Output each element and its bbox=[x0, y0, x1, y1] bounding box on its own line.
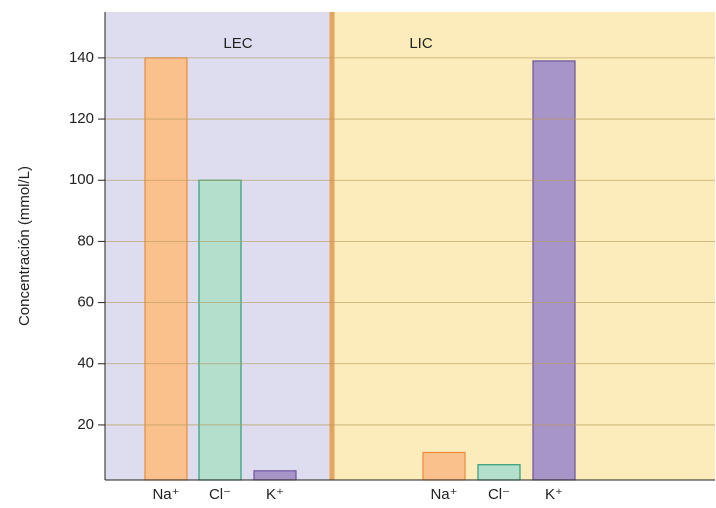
bar bbox=[422, 451, 466, 481]
bar bbox=[532, 60, 576, 481]
x-tick-label: Cl⁻ bbox=[488, 486, 510, 503]
x-tick-label: Na⁺ bbox=[152, 486, 179, 503]
bar bbox=[198, 179, 242, 481]
bar bbox=[477, 464, 521, 481]
panel-background bbox=[332, 12, 715, 480]
panel-label: LEC bbox=[223, 35, 252, 52]
x-tick-label: Na⁺ bbox=[430, 486, 457, 503]
panel-label: LIC bbox=[409, 35, 433, 52]
y-tick-label: 20 bbox=[77, 416, 94, 433]
y-tick-label: 40 bbox=[77, 355, 94, 372]
y-tick-label: 60 bbox=[77, 294, 94, 311]
y-tick-label: 120 bbox=[69, 110, 94, 127]
bar bbox=[144, 57, 188, 481]
y-tick-label: 100 bbox=[69, 171, 94, 188]
y-tick-label: 80 bbox=[77, 232, 94, 249]
x-tick-label: Cl⁻ bbox=[209, 486, 231, 503]
x-tick-label: K⁺ bbox=[545, 486, 563, 503]
y-axis-label: Concentración (mmol/L) bbox=[16, 166, 33, 326]
y-tick-label: 140 bbox=[69, 49, 94, 66]
x-tick-label: K⁺ bbox=[266, 486, 284, 503]
bar bbox=[253, 470, 297, 481]
